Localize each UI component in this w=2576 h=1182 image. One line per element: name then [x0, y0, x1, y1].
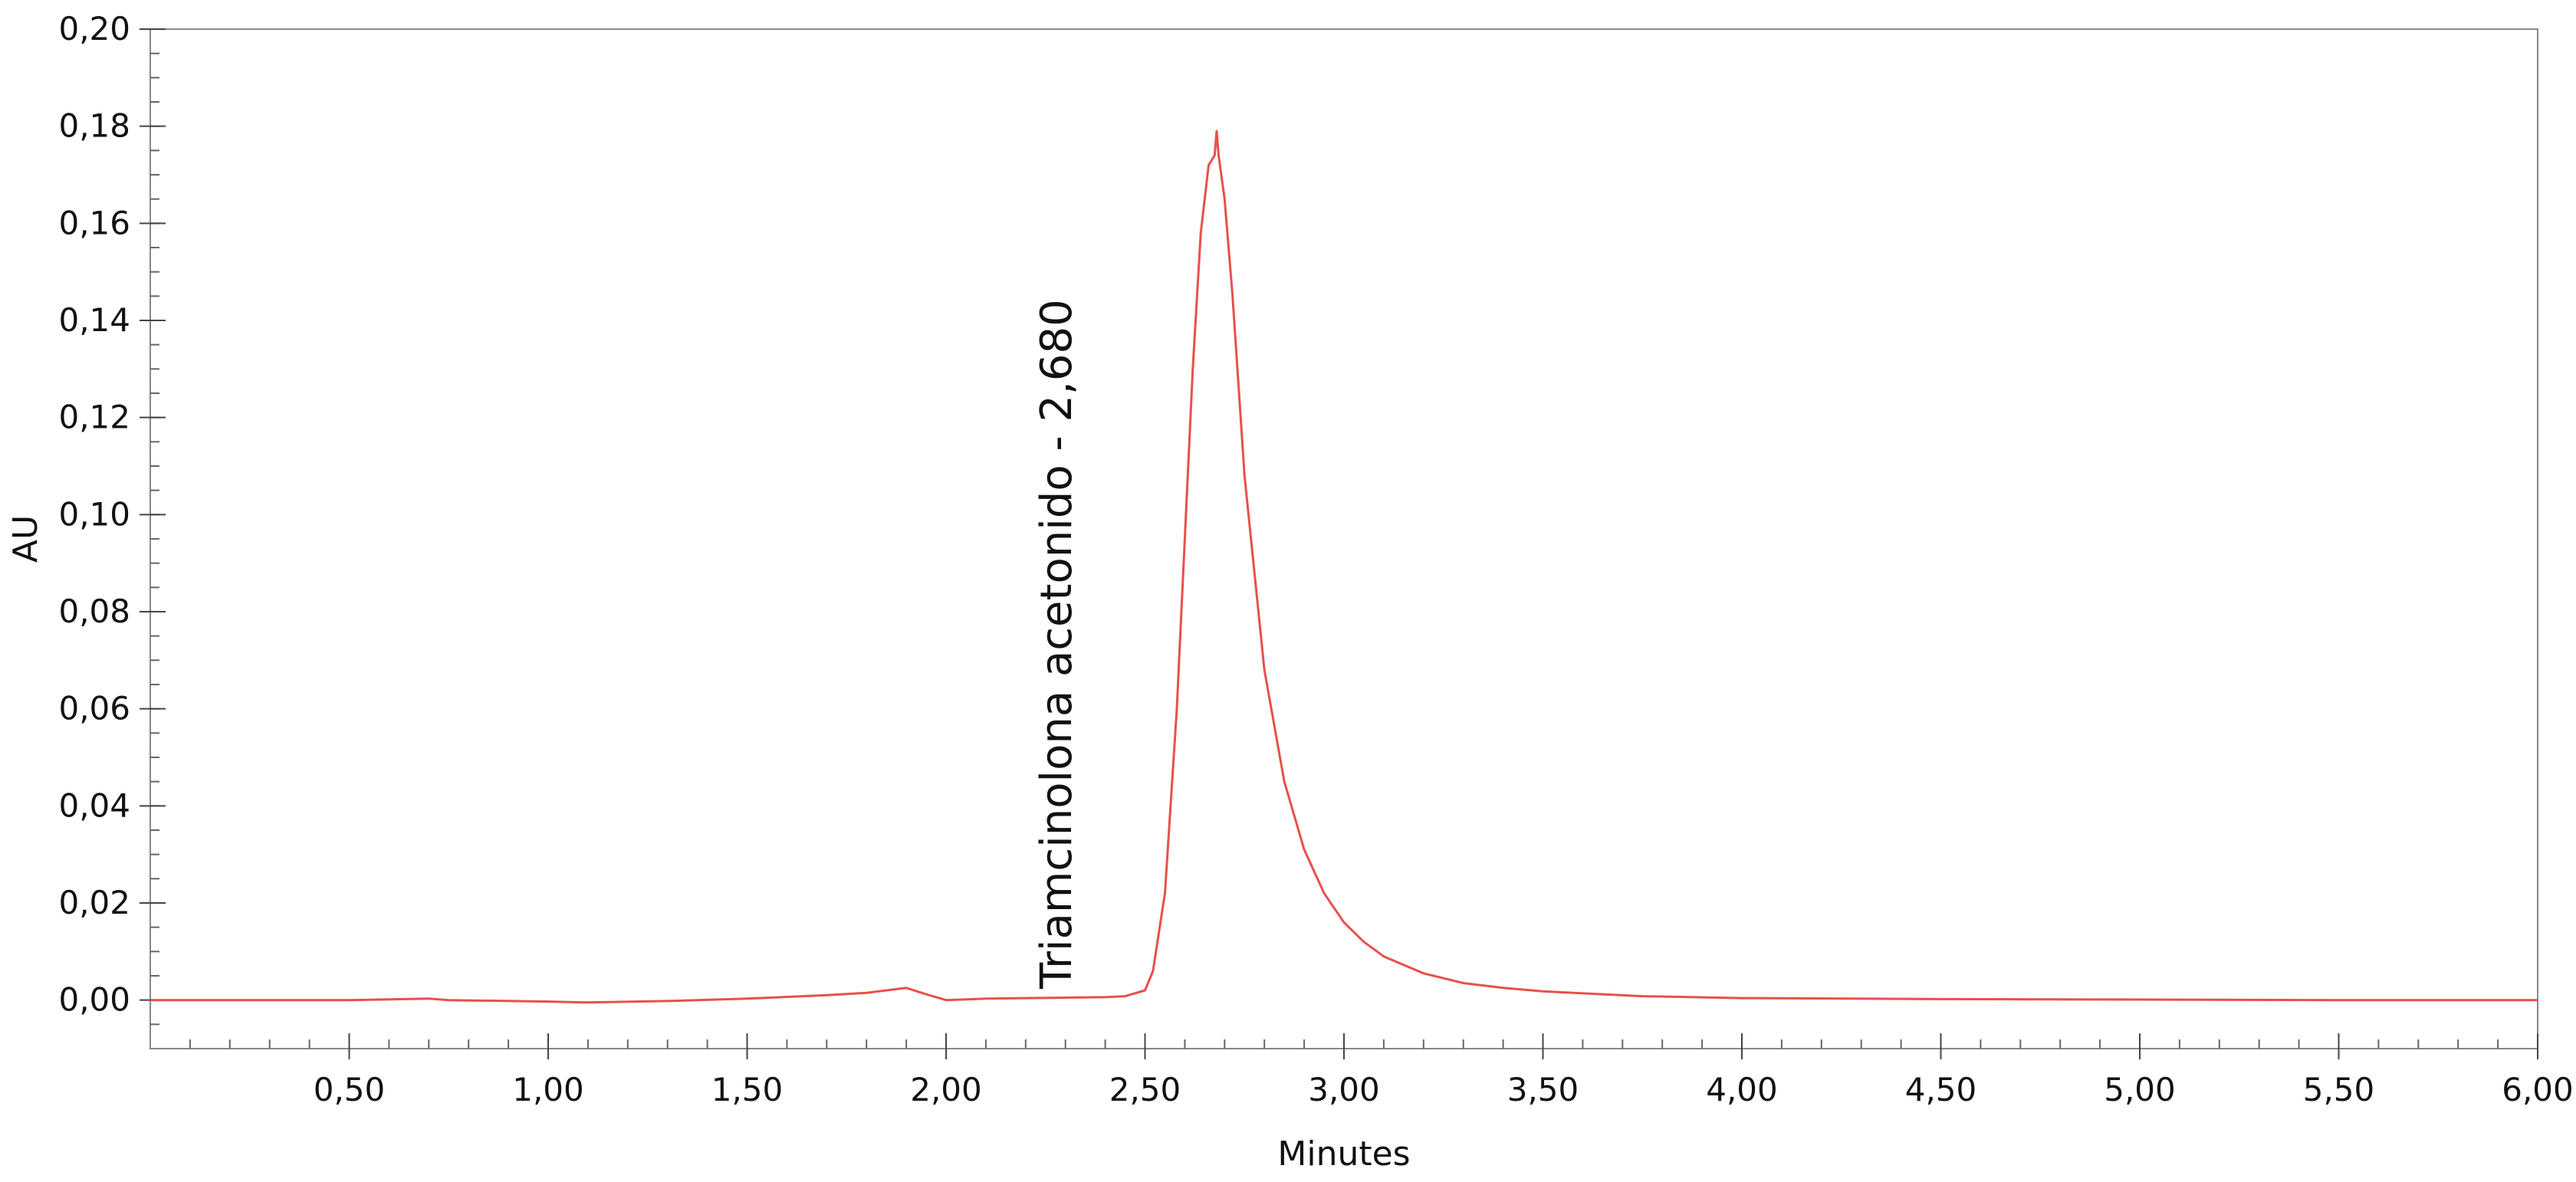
- x-tick-label: 2,50: [1109, 1071, 1181, 1108]
- x-tick-label: 2,00: [910, 1071, 982, 1108]
- x-axis-ticks: 0,50 1,00 1,50 2,00 2,50 3,00 3,50 4,00 4,50 5,00…: [314, 1033, 2574, 1108]
- x-axis-label: Minutes: [1277, 1134, 1410, 1174]
- y-axis-ticks: 0,00 0,02 0,04 0,06 0,08 0,10 0,12 0,14 0,16 0,18…: [58, 10, 166, 1019]
- y-tick-label: 0,10: [58, 495, 130, 533]
- x-tick-label: 1,50: [711, 1071, 784, 1108]
- y-tick-label: 0,02: [58, 884, 130, 921]
- x-tick-label: 3,50: [1507, 1071, 1579, 1108]
- y-tick-label: 0,14: [58, 301, 130, 339]
- x-tick-label: 5,50: [2303, 1071, 2375, 1108]
- peak-annotation: Triamcinolona acetonido - 2,680: [1032, 299, 1082, 990]
- y-tick-label: 0,06: [58, 690, 130, 727]
- x-tick-label: 5,00: [2104, 1071, 2176, 1108]
- plot-frame: [150, 28, 2538, 1049]
- x-tick-label: 4,50: [1905, 1071, 1977, 1108]
- annotation-layer: Triamcinolona acetonido - 2,680: [1032, 299, 1082, 990]
- x-tick-label: 3,00: [1308, 1071, 1380, 1108]
- y-axis-label: AU: [6, 515, 45, 563]
- y-tick-label: 0,08: [58, 593, 130, 630]
- y-tick-label: 0,16: [58, 204, 130, 241]
- y-tick-label: 0,20: [58, 10, 130, 48]
- x-tick-label: 1,00: [512, 1071, 584, 1108]
- chromatogram-trace: [150, 130, 2538, 1004]
- minor-ticks: [150, 52, 2499, 1049]
- y-tick-label: 0,00: [58, 981, 130, 1019]
- y-tick-label: 0,04: [58, 786, 130, 824]
- x-tick-label: 0,50: [314, 1071, 386, 1108]
- x-tick-label: 6,00: [2502, 1071, 2574, 1108]
- x-tick-label: 4,00: [1706, 1071, 1778, 1108]
- series-layer: [150, 130, 2538, 1004]
- y-tick-label: 0,18: [58, 107, 130, 145]
- y-tick-label: 0,12: [58, 399, 130, 436]
